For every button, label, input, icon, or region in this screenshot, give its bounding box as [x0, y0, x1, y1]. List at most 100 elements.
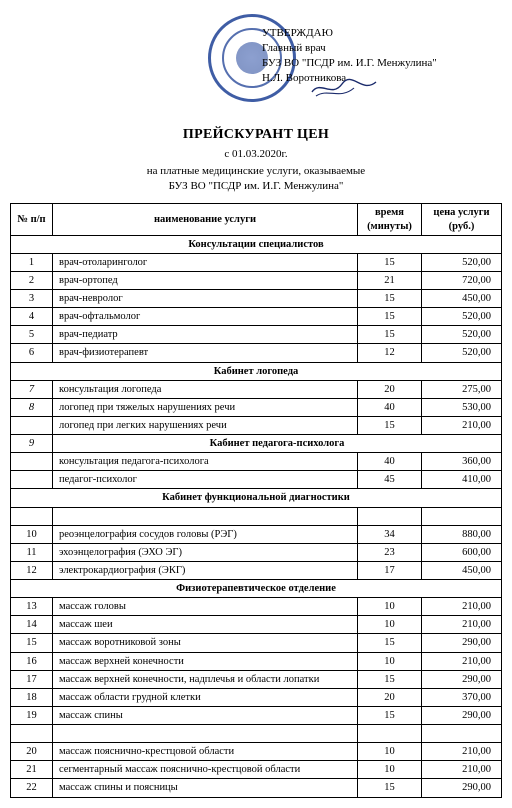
row-number: 10 [11, 525, 53, 543]
service-price: 520,00 [422, 253, 502, 271]
service-name: массаж области грудной клетки [53, 688, 358, 706]
service-price: 210,00 [422, 416, 502, 434]
row-number: 6 [11, 344, 53, 362]
table-row: 15массаж воротниковой зоны15290,00 [11, 634, 502, 652]
service-price: 360,00 [422, 453, 502, 471]
blank-cell [422, 725, 502, 743]
service-name: массаж головы [53, 598, 358, 616]
title-sub2: БУЗ ВО "ПСДР им. И.Г. Менжулина" [10, 179, 502, 194]
approval-line1: УТВЕРЖДАЮ [262, 26, 502, 41]
service-name: логопед при легких нарушениях речи [53, 416, 358, 434]
table-row: 7консультация логопеда20275,00 [11, 380, 502, 398]
title-block: ПРЕЙСКУРАНТ ЦЕН с 01.03.2020г. на платны… [10, 126, 502, 193]
service-time: 15 [358, 308, 422, 326]
page-title: ПРЕЙСКУРАНТ ЦЕН [10, 126, 502, 145]
table-row: Консультации специалистов [11, 235, 502, 253]
service-price: 600,00 [422, 543, 502, 561]
service-price: 450,00 [422, 561, 502, 579]
service-price: 290,00 [422, 634, 502, 652]
section-heading: Кабинет функциональной диагностики [11, 489, 502, 507]
service-time: 45 [358, 471, 422, 489]
service-time: 17 [358, 561, 422, 579]
table-row: 5врач-педиатр15520,00 [11, 326, 502, 344]
table-row: 10реоэнцелография сосудов головы (РЭГ)34… [11, 525, 502, 543]
table-row: 16массаж верхней конечности10210,00 [11, 652, 502, 670]
service-name: реоэнцелография сосудов головы (РЭГ) [53, 525, 358, 543]
service-time: 15 [358, 706, 422, 724]
row-number [11, 453, 53, 471]
section-heading: Кабинет педагога-психолога [53, 435, 502, 453]
service-price: 210,00 [422, 743, 502, 761]
service-price: 210,00 [422, 616, 502, 634]
service-price: 410,00 [422, 471, 502, 489]
table-row: 18массаж области грудной клетки20370,00 [11, 688, 502, 706]
row-number: 2 [11, 271, 53, 289]
section-heading: Физиотерапевтическое отделение [11, 580, 502, 598]
title-sub1: на платные медицинские услуги, оказываем… [10, 164, 502, 179]
service-price: 290,00 [422, 706, 502, 724]
service-price: 520,00 [422, 308, 502, 326]
table-row [11, 507, 502, 525]
row-number: 17 [11, 670, 53, 688]
service-price: 290,00 [422, 670, 502, 688]
service-time: 15 [358, 416, 422, 434]
table-row: консультация педагога-психолога40360,00 [11, 453, 502, 471]
blank-cell [422, 507, 502, 525]
approval-line3: БУЗ ВО "ПСДР им. И.Г. Менжулина" [262, 56, 502, 71]
table-row: Кабинет функциональной диагностики [11, 489, 502, 507]
section-heading: Консультации специалистов [11, 235, 502, 253]
blank-cell [53, 725, 358, 743]
service-name: массаж пояснично-крестцовой области [53, 743, 358, 761]
service-price: 290,00 [422, 779, 502, 797]
table-row: 17массаж верхней конечности, надплечья и… [11, 670, 502, 688]
service-time: 34 [358, 525, 422, 543]
row-number: 18 [11, 688, 53, 706]
service-time: 10 [358, 598, 422, 616]
service-time: 20 [358, 688, 422, 706]
service-name: врач-физиотерапевт [53, 344, 358, 362]
service-price: 880,00 [422, 525, 502, 543]
service-name: педагог-психолог [53, 471, 358, 489]
col-price: цена услуги (руб.) [422, 204, 502, 235]
row-number [11, 416, 53, 434]
service-name: массаж воротниковой зоны [53, 634, 358, 652]
blank-cell [358, 725, 422, 743]
table-row: 6врач-физиотерапевт12520,00 [11, 344, 502, 362]
service-name: логопед при тяжелых нарушениях речи [53, 398, 358, 416]
section-heading: Кабинет логопеда [11, 362, 502, 380]
service-name: врач-отоларинголог [53, 253, 358, 271]
row-number [11, 471, 53, 489]
table-row: 4врач-офтальмолог15520,00 [11, 308, 502, 326]
service-name: консультация логопеда [53, 380, 358, 398]
table-row: 2врач-ортопед21720,00 [11, 271, 502, 289]
row-number: 22 [11, 779, 53, 797]
service-price: 210,00 [422, 652, 502, 670]
table-row: педагог-психолог45410,00 [11, 471, 502, 489]
price-table: № п/п наименование услуги время (минуты)… [10, 203, 502, 797]
service-time: 10 [358, 652, 422, 670]
approval-line4: Н.Л. Воротникова [262, 71, 502, 86]
row-number: 12 [11, 561, 53, 579]
table-row: 1врач-отоларинголог15520,00 [11, 253, 502, 271]
service-name: врач-офтальмолог [53, 308, 358, 326]
service-name: массаж спины и поясницы [53, 779, 358, 797]
table-row: 14массаж шеи10210,00 [11, 616, 502, 634]
table-row: 13массаж головы10210,00 [11, 598, 502, 616]
blank-cell [53, 507, 358, 525]
row-number: 5 [11, 326, 53, 344]
service-time: 21 [358, 271, 422, 289]
service-time: 10 [358, 743, 422, 761]
row-number: 16 [11, 652, 53, 670]
row-number: 11 [11, 543, 53, 561]
row-number: 4 [11, 308, 53, 326]
service-price: 210,00 [422, 598, 502, 616]
row-number: 15 [11, 634, 53, 652]
service-name: массаж верхней конечности, надплечья и о… [53, 670, 358, 688]
service-price: 520,00 [422, 344, 502, 362]
service-time: 15 [358, 326, 422, 344]
service-time: 40 [358, 453, 422, 471]
row-number: 14 [11, 616, 53, 634]
service-time: 40 [358, 398, 422, 416]
title-date: с 01.03.2020г. [10, 147, 502, 162]
table-row: логопед при легких нарушениях речи15210,… [11, 416, 502, 434]
